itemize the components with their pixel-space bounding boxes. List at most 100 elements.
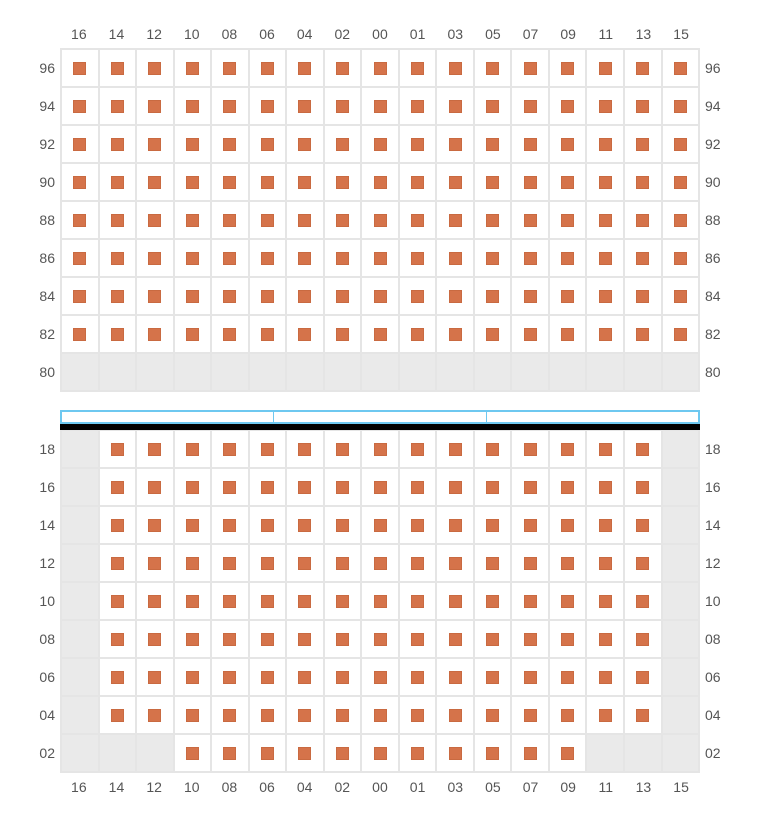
seat-cell[interactable] [511, 277, 549, 315]
seat-cell[interactable] [399, 506, 437, 544]
seat-cell[interactable] [361, 49, 399, 87]
seat-cell[interactable] [586, 658, 624, 696]
seat-cell[interactable] [324, 87, 362, 125]
seat-cell[interactable] [174, 125, 212, 163]
seat-cell[interactable] [249, 430, 287, 468]
seat-cell[interactable] [399, 201, 437, 239]
seat-cell[interactable] [174, 544, 212, 582]
seat-cell[interactable] [436, 49, 474, 87]
seat-cell[interactable] [174, 506, 212, 544]
seat-cell[interactable] [399, 277, 437, 315]
seat-cell[interactable] [624, 544, 662, 582]
seat-cell[interactable] [549, 163, 587, 201]
seat-cell[interactable] [174, 468, 212, 506]
seat-cell[interactable] [249, 277, 287, 315]
seat-cell[interactable] [361, 468, 399, 506]
seat-cell[interactable] [99, 315, 137, 353]
seat-cell[interactable] [549, 201, 587, 239]
seat-cell[interactable] [61, 49, 99, 87]
seat-cell[interactable] [99, 544, 137, 582]
seat-cell[interactable] [624, 239, 662, 277]
seat-cell[interactable] [174, 277, 212, 315]
seat-cell[interactable] [399, 620, 437, 658]
seat-cell[interactable] [249, 582, 287, 620]
seat-cell[interactable] [549, 468, 587, 506]
seat-cell[interactable] [511, 239, 549, 277]
seat-cell[interactable] [624, 658, 662, 696]
seat-cell[interactable] [399, 315, 437, 353]
seat-cell[interactable] [474, 315, 512, 353]
seat-cell[interactable] [511, 658, 549, 696]
seat-cell[interactable] [624, 163, 662, 201]
seat-cell[interactable] [211, 734, 249, 772]
seat-cell[interactable] [174, 620, 212, 658]
seat-cell[interactable] [249, 544, 287, 582]
seat-cell[interactable] [324, 430, 362, 468]
seat-cell[interactable] [436, 468, 474, 506]
seat-cell[interactable] [286, 658, 324, 696]
seat-cell[interactable] [61, 163, 99, 201]
seat-cell[interactable] [586, 696, 624, 734]
seat-cell[interactable] [511, 696, 549, 734]
seat-cell[interactable] [436, 658, 474, 696]
seat-cell[interactable] [174, 734, 212, 772]
seat-cell[interactable] [136, 506, 174, 544]
seat-cell[interactable] [361, 658, 399, 696]
seat-cell[interactable] [136, 239, 174, 277]
seat-cell[interactable] [286, 468, 324, 506]
seat-cell[interactable] [361, 544, 399, 582]
seat-cell[interactable] [99, 49, 137, 87]
seat-cell[interactable] [286, 163, 324, 201]
seat-cell[interactable] [136, 696, 174, 734]
seat-cell[interactable] [361, 239, 399, 277]
seat-cell[interactable] [624, 468, 662, 506]
seat-cell[interactable] [624, 430, 662, 468]
seat-cell[interactable] [399, 582, 437, 620]
seat-cell[interactable] [286, 87, 324, 125]
seat-cell[interactable] [99, 277, 137, 315]
seat-cell[interactable] [286, 49, 324, 87]
seat-cell[interactable] [136, 201, 174, 239]
seat-cell[interactable] [136, 315, 174, 353]
seat-cell[interactable] [399, 430, 437, 468]
seat-cell[interactable] [474, 239, 512, 277]
seat-cell[interactable] [211, 582, 249, 620]
seat-cell[interactable] [324, 696, 362, 734]
seat-cell[interactable] [211, 163, 249, 201]
seat-cell[interactable] [99, 658, 137, 696]
seat-cell[interactable] [399, 734, 437, 772]
seat-cell[interactable] [249, 620, 287, 658]
seat-cell[interactable] [174, 163, 212, 201]
seat-cell[interactable] [324, 239, 362, 277]
seat-cell[interactable] [286, 734, 324, 772]
seat-cell[interactable] [249, 658, 287, 696]
seat-cell[interactable] [436, 277, 474, 315]
seat-cell[interactable] [511, 315, 549, 353]
seat-cell[interactable] [324, 734, 362, 772]
seat-cell[interactable] [136, 658, 174, 696]
seat-cell[interactable] [361, 430, 399, 468]
seat-cell[interactable] [324, 201, 362, 239]
seat-cell[interactable] [211, 468, 249, 506]
seat-cell[interactable] [511, 430, 549, 468]
seat-cell[interactable] [586, 163, 624, 201]
seat-cell[interactable] [399, 125, 437, 163]
seat-cell[interactable] [361, 201, 399, 239]
seat-cell[interactable] [136, 468, 174, 506]
seat-cell[interactable] [474, 87, 512, 125]
seat-cell[interactable] [174, 87, 212, 125]
seat-cell[interactable] [662, 49, 700, 87]
seat-cell[interactable] [324, 315, 362, 353]
seat-cell[interactable] [136, 582, 174, 620]
seat-cell[interactable] [549, 696, 587, 734]
seat-cell[interactable] [61, 315, 99, 353]
seat-cell[interactable] [436, 87, 474, 125]
seat-cell[interactable] [136, 620, 174, 658]
seat-cell[interactable] [211, 277, 249, 315]
seat-cell[interactable] [549, 582, 587, 620]
seat-cell[interactable] [436, 734, 474, 772]
seat-cell[interactable] [511, 163, 549, 201]
seat-cell[interactable] [624, 201, 662, 239]
seat-cell[interactable] [399, 658, 437, 696]
seat-cell[interactable] [399, 468, 437, 506]
